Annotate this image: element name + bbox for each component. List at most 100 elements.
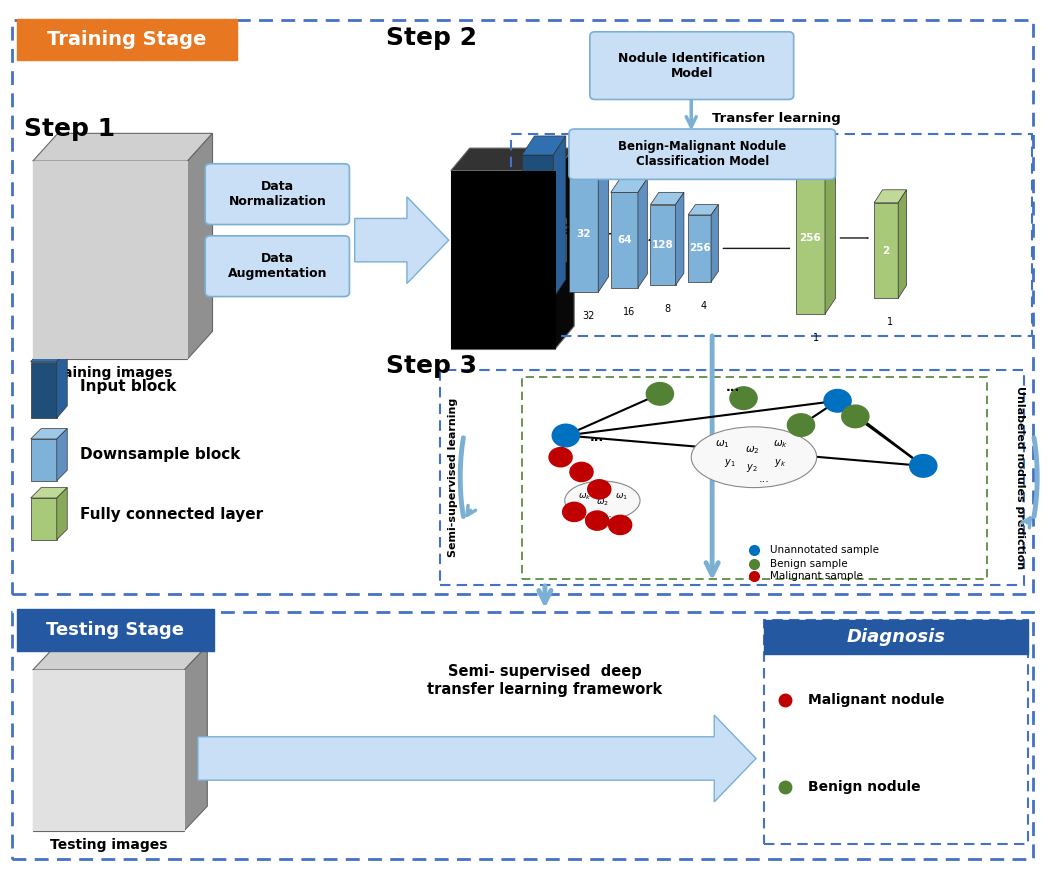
- Text: Malignant sample: Malignant sample: [769, 571, 863, 581]
- Text: 1: 1: [812, 333, 818, 343]
- Text: 4: 4: [700, 300, 706, 311]
- Polygon shape: [451, 148, 574, 171]
- Text: 2: 2: [882, 246, 890, 255]
- Text: $\omega_1$: $\omega_1$: [715, 438, 729, 450]
- FancyBboxPatch shape: [205, 164, 349, 225]
- Text: Testing Stage: Testing Stage: [46, 621, 184, 639]
- Text: Malignant nodule: Malignant nodule: [808, 693, 945, 707]
- Polygon shape: [30, 349, 67, 361]
- Bar: [12, 611, 1033, 859]
- Polygon shape: [611, 192, 638, 288]
- Polygon shape: [516, 197, 566, 284]
- Polygon shape: [57, 429, 67, 481]
- Text: ...: ...: [603, 509, 613, 518]
- Text: 1: 1: [888, 317, 893, 327]
- Polygon shape: [676, 192, 684, 286]
- Polygon shape: [689, 215, 712, 282]
- Text: Step 2: Step 2: [386, 26, 477, 50]
- Text: Fully connected layer: Fully connected layer: [80, 507, 263, 522]
- Circle shape: [586, 511, 609, 530]
- Text: $y_1$: $y_1$: [724, 457, 736, 469]
- Text: $\omega_2$: $\omega_2$: [744, 444, 759, 456]
- Polygon shape: [638, 179, 648, 288]
- Text: 32: 32: [583, 311, 595, 321]
- Text: Step 3: Step 3: [386, 354, 477, 378]
- Polygon shape: [522, 136, 566, 155]
- Text: 16: 16: [530, 222, 545, 232]
- FancyBboxPatch shape: [205, 236, 349, 297]
- Polygon shape: [30, 439, 57, 481]
- Circle shape: [787, 414, 814, 436]
- Polygon shape: [874, 203, 898, 299]
- Text: 32: 32: [576, 229, 591, 239]
- Polygon shape: [569, 175, 598, 293]
- Text: 128: 128: [652, 240, 674, 250]
- Text: Semi-supervised learning: Semi-supervised learning: [447, 397, 458, 557]
- Text: $y_2$: $y_2$: [746, 463, 758, 475]
- Polygon shape: [30, 488, 67, 498]
- Text: Testing images: Testing images: [50, 838, 168, 853]
- Circle shape: [609, 516, 632, 535]
- Circle shape: [647, 382, 674, 405]
- Circle shape: [842, 405, 869, 428]
- Polygon shape: [451, 171, 555, 348]
- Text: Step 1: Step 1: [24, 117, 115, 141]
- Polygon shape: [569, 159, 609, 175]
- Bar: [764, 619, 1028, 654]
- Polygon shape: [898, 190, 907, 299]
- Text: 64: 64: [538, 317, 550, 327]
- Polygon shape: [795, 146, 835, 162]
- Polygon shape: [874, 190, 907, 203]
- Circle shape: [588, 480, 611, 499]
- Circle shape: [824, 389, 851, 412]
- Polygon shape: [198, 715, 756, 802]
- Polygon shape: [188, 133, 213, 359]
- Bar: [17, 609, 214, 651]
- Text: $y_k$: $y_k$: [774, 457, 786, 469]
- Ellipse shape: [692, 427, 816, 488]
- Polygon shape: [32, 645, 208, 670]
- Polygon shape: [651, 192, 684, 205]
- Polygon shape: [651, 205, 676, 286]
- Polygon shape: [825, 146, 835, 314]
- Text: 8: 8: [664, 304, 671, 314]
- Polygon shape: [354, 197, 449, 284]
- Polygon shape: [712, 205, 719, 282]
- Text: Benign nodule: Benign nodule: [808, 780, 921, 794]
- Text: ...: ...: [590, 431, 605, 443]
- Circle shape: [549, 448, 572, 467]
- Polygon shape: [57, 488, 67, 540]
- Polygon shape: [598, 159, 609, 293]
- Text: Semi- supervised  deep
transfer learning framework: Semi- supervised deep transfer learning …: [428, 665, 662, 697]
- Text: ...: ...: [726, 381, 740, 395]
- Polygon shape: [555, 148, 574, 348]
- Bar: [12, 21, 1033, 593]
- Ellipse shape: [565, 481, 640, 520]
- Polygon shape: [30, 498, 57, 540]
- Polygon shape: [522, 155, 553, 299]
- Text: Data
Normalization: Data Normalization: [228, 180, 326, 208]
- Bar: [17, 19, 237, 60]
- Text: Unlabeled nodules prediction: Unlabeled nodules prediction: [1016, 386, 1026, 569]
- Text: Unannotated sample: Unannotated sample: [769, 545, 878, 555]
- Text: Training Stage: Training Stage: [47, 30, 206, 49]
- Text: Downsample block: Downsample block: [80, 447, 240, 463]
- Text: 64: 64: [617, 235, 632, 245]
- Circle shape: [910, 455, 937, 477]
- Polygon shape: [30, 361, 57, 418]
- Polygon shape: [553, 136, 566, 299]
- Text: Diagnosis: Diagnosis: [847, 628, 945, 646]
- Polygon shape: [184, 645, 208, 831]
- Polygon shape: [611, 179, 648, 192]
- Text: Benign sample: Benign sample: [769, 559, 847, 569]
- Polygon shape: [689, 205, 719, 215]
- Circle shape: [570, 463, 593, 482]
- Polygon shape: [30, 429, 67, 439]
- Text: 16: 16: [623, 307, 635, 317]
- Circle shape: [563, 503, 586, 522]
- Text: Data
Augmentation: Data Augmentation: [227, 253, 327, 280]
- Text: Transfer learning: Transfer learning: [713, 112, 840, 125]
- FancyBboxPatch shape: [590, 31, 793, 99]
- Text: Training: Training: [515, 220, 571, 233]
- Text: $\omega_2$: $\omega_2$: [596, 498, 609, 509]
